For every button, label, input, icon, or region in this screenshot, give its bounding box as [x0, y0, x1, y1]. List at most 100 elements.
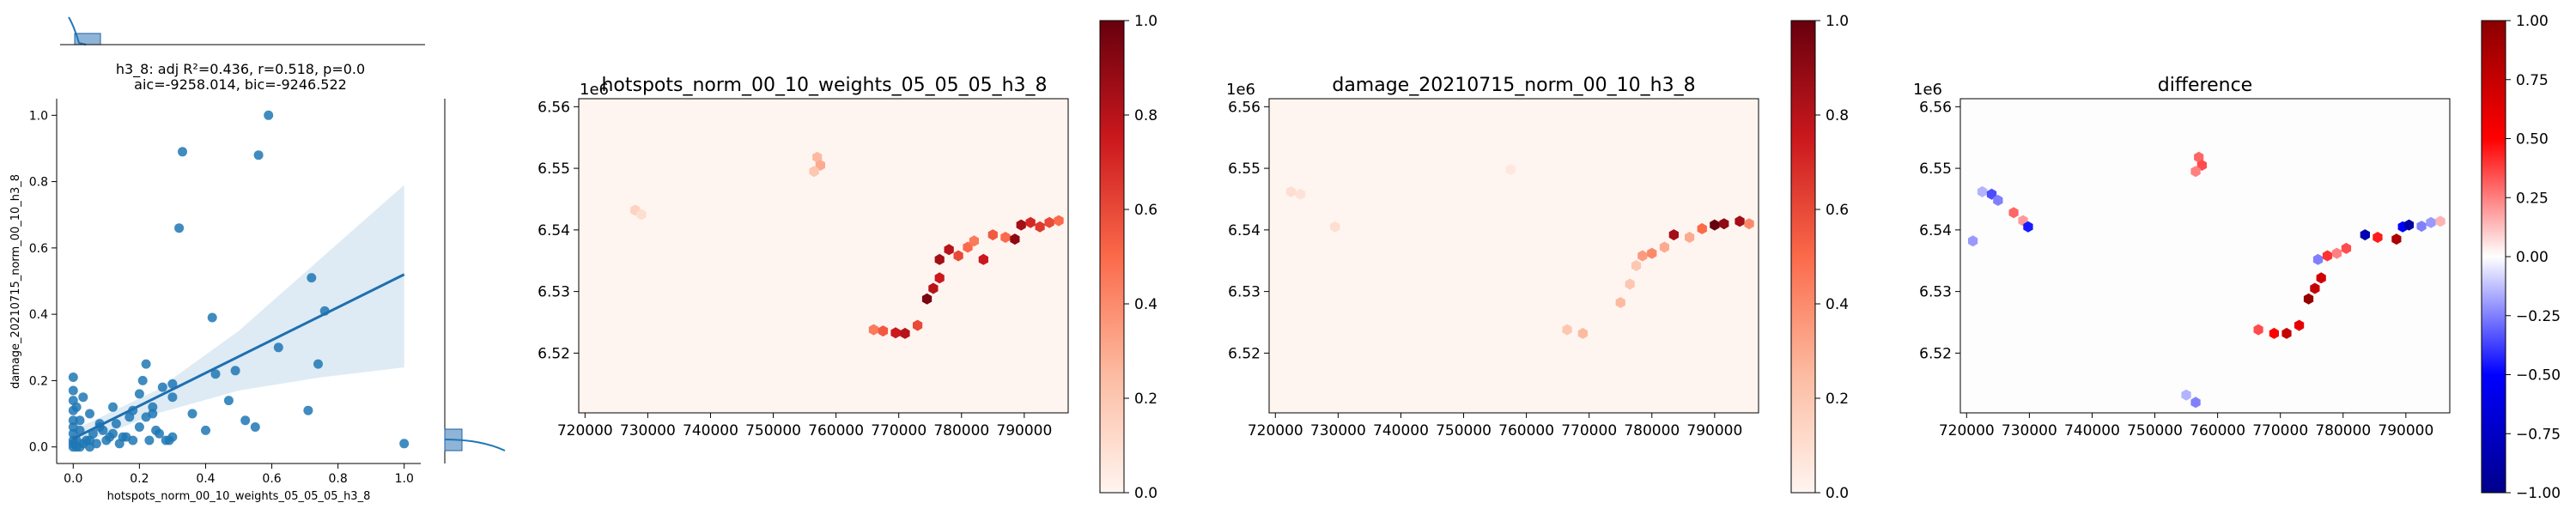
difference-offset-label: 1e6 — [1913, 81, 1942, 99]
hex-cell — [1025, 216, 1036, 228]
hex-cell — [2426, 216, 2436, 228]
x-tick-label: 760000 — [808, 422, 864, 439]
x-tick-label: 0.8 — [329, 472, 348, 486]
hex-cell — [2190, 397, 2201, 409]
y-tick-label: 6.55 — [1919, 161, 1952, 178]
y-tick-labels: 0.0 0.2 0.4 0.6 0.8 1.0 — [29, 109, 57, 455]
difference-y-ticks: 6.52 6.53 6.54 6.55 6.56 — [1919, 99, 1960, 362]
hex-cell — [2312, 253, 2324, 265]
damage-y-ticks: 6.52 6.53 6.54 6.55 6.56 — [1228, 99, 1269, 362]
hex-cell — [963, 241, 973, 253]
scatter-point — [207, 312, 217, 323]
hex-cell — [1562, 324, 1572, 336]
scatter-point — [253, 150, 264, 161]
scatter-point — [134, 422, 144, 432]
hex-cell — [969, 235, 979, 247]
scatter-point — [201, 425, 210, 435]
hotspots-colorbar-ticks: 0.0 0.2 0.4 0.6 0.8 1.0 — [1124, 13, 1157, 502]
hex-cell — [1637, 250, 1648, 262]
difference-map-background — [1959, 98, 2451, 414]
x-tick-label: 790000 — [996, 422, 1052, 439]
hotspots-title: hotspots_norm_00_10_weights_05_05_05_h3_… — [601, 75, 1047, 96]
scatter-point — [68, 385, 78, 396]
y-tick-label: 6.54 — [538, 222, 570, 239]
colorbar-tick-label: 0.75 — [2516, 72, 2549, 89]
x-tick-label: 760000 — [1498, 422, 1554, 439]
scatter-point — [313, 359, 323, 369]
scatter-point — [178, 147, 187, 157]
y-tick-label: 0.0 — [29, 441, 48, 455]
scatter-point — [174, 223, 185, 233]
hex-cell — [1668, 229, 1679, 241]
regression-xlabel: hotspots_norm_00_10_weights_05_05_05_h3_… — [107, 490, 371, 503]
hotspots-x-ticks: 720000 730000 740000 750000 760000 770000 7800… — [557, 413, 1052, 439]
hotspots-colorbar — [1099, 20, 1125, 494]
colorbar-tick-label: 1.0 — [1134, 13, 1157, 30]
scatter-point — [223, 396, 234, 406]
hex-cell — [2372, 232, 2383, 243]
scatter-point — [134, 389, 144, 399]
hex-cell — [2023, 221, 2033, 233]
scatter-point — [157, 382, 167, 392]
x-tick-label: 720000 — [1939, 422, 1995, 439]
scatter-point — [210, 369, 221, 379]
hex-cell — [2310, 282, 2320, 294]
hex-cell — [1744, 218, 1754, 230]
hex-cell — [2194, 151, 2204, 163]
right-marginal-hist — [444, 99, 506, 464]
colorbar-tick-label: 0.4 — [1134, 296, 1157, 313]
hex-cell — [987, 229, 998, 241]
colorbar-tick-label: 0.00 — [2516, 249, 2549, 266]
hex-cell — [2322, 250, 2333, 262]
colorbar-tick-label: 0.6 — [1826, 202, 1849, 219]
confidence-band — [73, 185, 404, 447]
y-tick-label: 6.53 — [538, 284, 570, 301]
scatter-point — [68, 415, 78, 426]
scatter-point — [151, 425, 161, 435]
colorbar-tick-label: 0.4 — [1826, 296, 1849, 313]
colorbar-tick-label: 0.2 — [1826, 391, 1849, 408]
y-tick-label: 0.8 — [29, 176, 48, 190]
hex-cell — [2316, 272, 2326, 284]
y-tick-label: 6.55 — [1228, 161, 1261, 178]
hex-cell — [1697, 222, 1707, 234]
scatter-point — [141, 412, 151, 422]
hex-cell — [2403, 219, 2415, 231]
hex-cell — [1044, 216, 1054, 228]
colorbar-tick-label: −1.00 — [2516, 485, 2561, 502]
hex-cell — [812, 151, 823, 163]
damage-map-panel: damage_20210715_norm_00_10_h3_8 1e6 7200… — [1226, 13, 1849, 502]
x-tick-label: 0.0 — [64, 472, 82, 486]
damage-colorbar-ticks: 0.0 0.2 0.4 0.6 0.8 1.0 — [1815, 13, 1849, 502]
damage-colorbar — [1790, 20, 1816, 494]
y-tick-label: 6.52 — [538, 345, 570, 362]
colorbar-tick-label: 0.2 — [1134, 391, 1157, 408]
hex-cell — [2181, 389, 2191, 401]
colorbar-tick-label: 1.0 — [1826, 13, 1849, 30]
regression-line — [72, 273, 405, 440]
damage-hexagons — [1285, 164, 1754, 339]
hex-cell — [900, 327, 910, 339]
hex-cell — [928, 282, 939, 294]
x-tick-label: 720000 — [1248, 422, 1303, 439]
colorbar-tick-label: 0.8 — [1826, 107, 1849, 124]
x-tick-label: 740000 — [2064, 422, 2120, 439]
hex-cell — [1054, 215, 1064, 227]
confidence-band-area — [73, 185, 404, 447]
x-tick-label: 0.6 — [262, 472, 281, 486]
x-tick-label: 770000 — [1561, 422, 1617, 439]
scatter-point — [250, 422, 260, 432]
x-tick-label: 790000 — [2378, 422, 2433, 439]
difference-title: difference — [2158, 75, 2252, 96]
damage-offset-label: 1e6 — [1226, 81, 1255, 99]
hex-cell — [1016, 219, 1026, 231]
scatter-point — [167, 392, 178, 403]
x-tick-label: 720000 — [557, 422, 613, 439]
hex-cell — [636, 209, 647, 221]
colorbar-tick-label: 0.8 — [1134, 107, 1157, 124]
hex-cell — [2269, 327, 2279, 339]
y-tick-label: 6.52 — [1228, 345, 1261, 362]
x-tick-labels: 0.0 0.2 0.4 0.6 0.8 1.0 — [64, 464, 414, 486]
hex-cell — [878, 325, 889, 337]
hex-cell — [978, 253, 988, 265]
